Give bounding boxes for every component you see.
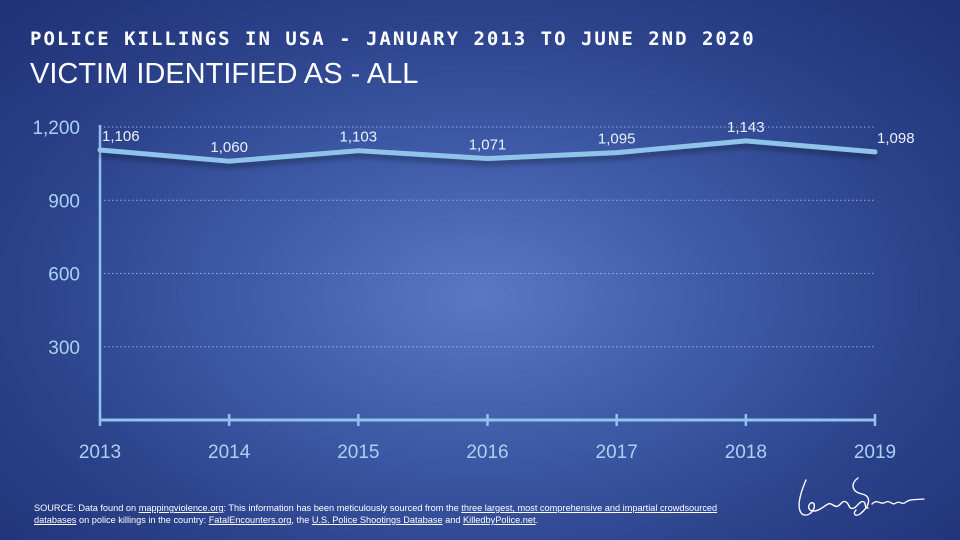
source-link-mappingviolence[interactable]: mappingviolence.org: [138, 503, 224, 513]
data-label: 1,098: [877, 130, 915, 147]
source-link-police-shootings[interactable]: U.S. Police Shootings Database: [311, 515, 443, 525]
x-tick-label: 2014: [208, 442, 251, 463]
source-link-fatalencounters[interactable]: FatalEncounters.org: [208, 515, 292, 525]
data-label: 1,071: [469, 136, 507, 153]
y-tick-label: 1,200: [32, 118, 80, 139]
data-label: 1,060: [210, 139, 248, 156]
axes: [98, 125, 877, 426]
source-mid1: : This information has been meticulously…: [223, 503, 462, 513]
source-note: SOURCE: Data found on mappingviolence.or…: [34, 502, 724, 526]
source-link-databases[interactable]: three largest, most comprehensive and im…: [34, 503, 718, 525]
y-tick-label: 600: [48, 265, 80, 286]
series-polyline: [97, 138, 878, 164]
data-label: 1,106: [102, 128, 140, 145]
source-mid2: on police killings in the country:: [76, 515, 209, 525]
source-mid4: and: [442, 515, 464, 525]
data-labels: 1,106 1,060 1,103 1,071 1,095 1,143 1,098: [102, 119, 915, 156]
gridlines: [100, 126, 875, 348]
x-tick-label: 2015: [337, 442, 379, 463]
y-tick-label: 900: [48, 191, 80, 212]
data-label: 1,103: [340, 129, 378, 146]
source-link-killedbypolice[interactable]: KilledbyPolice.net: [463, 515, 536, 525]
source-mid3: , the: [291, 515, 312, 525]
y-tick-label: 300: [48, 338, 80, 359]
source-prefix: SOURCE: Data found on: [34, 503, 139, 513]
y-tick-labels: 300 600 900 1,200: [32, 118, 80, 359]
data-label: 1,095: [598, 131, 636, 148]
x-tick-label: 2019: [854, 442, 896, 463]
x-tick-labels: 2013 2014 2015 2016 2017 2018 2019: [79, 442, 896, 463]
source-suffix: .: [535, 515, 539, 525]
series-line: [97, 138, 878, 164]
signature-image: [798, 477, 925, 516]
data-label: 1,143: [727, 119, 765, 136]
x-tick-label: 2016: [466, 442, 508, 463]
chart-title: POLICE KILLINGS IN USA - JANUARY 2013 TO…: [30, 28, 756, 50]
chart-subtitle: VICTIM IDENTIFIED AS - ALL: [30, 58, 419, 90]
x-tick-label: 2013: [79, 442, 121, 463]
x-tick-label: 2017: [596, 442, 638, 463]
x-tick-label: 2018: [725, 442, 767, 463]
